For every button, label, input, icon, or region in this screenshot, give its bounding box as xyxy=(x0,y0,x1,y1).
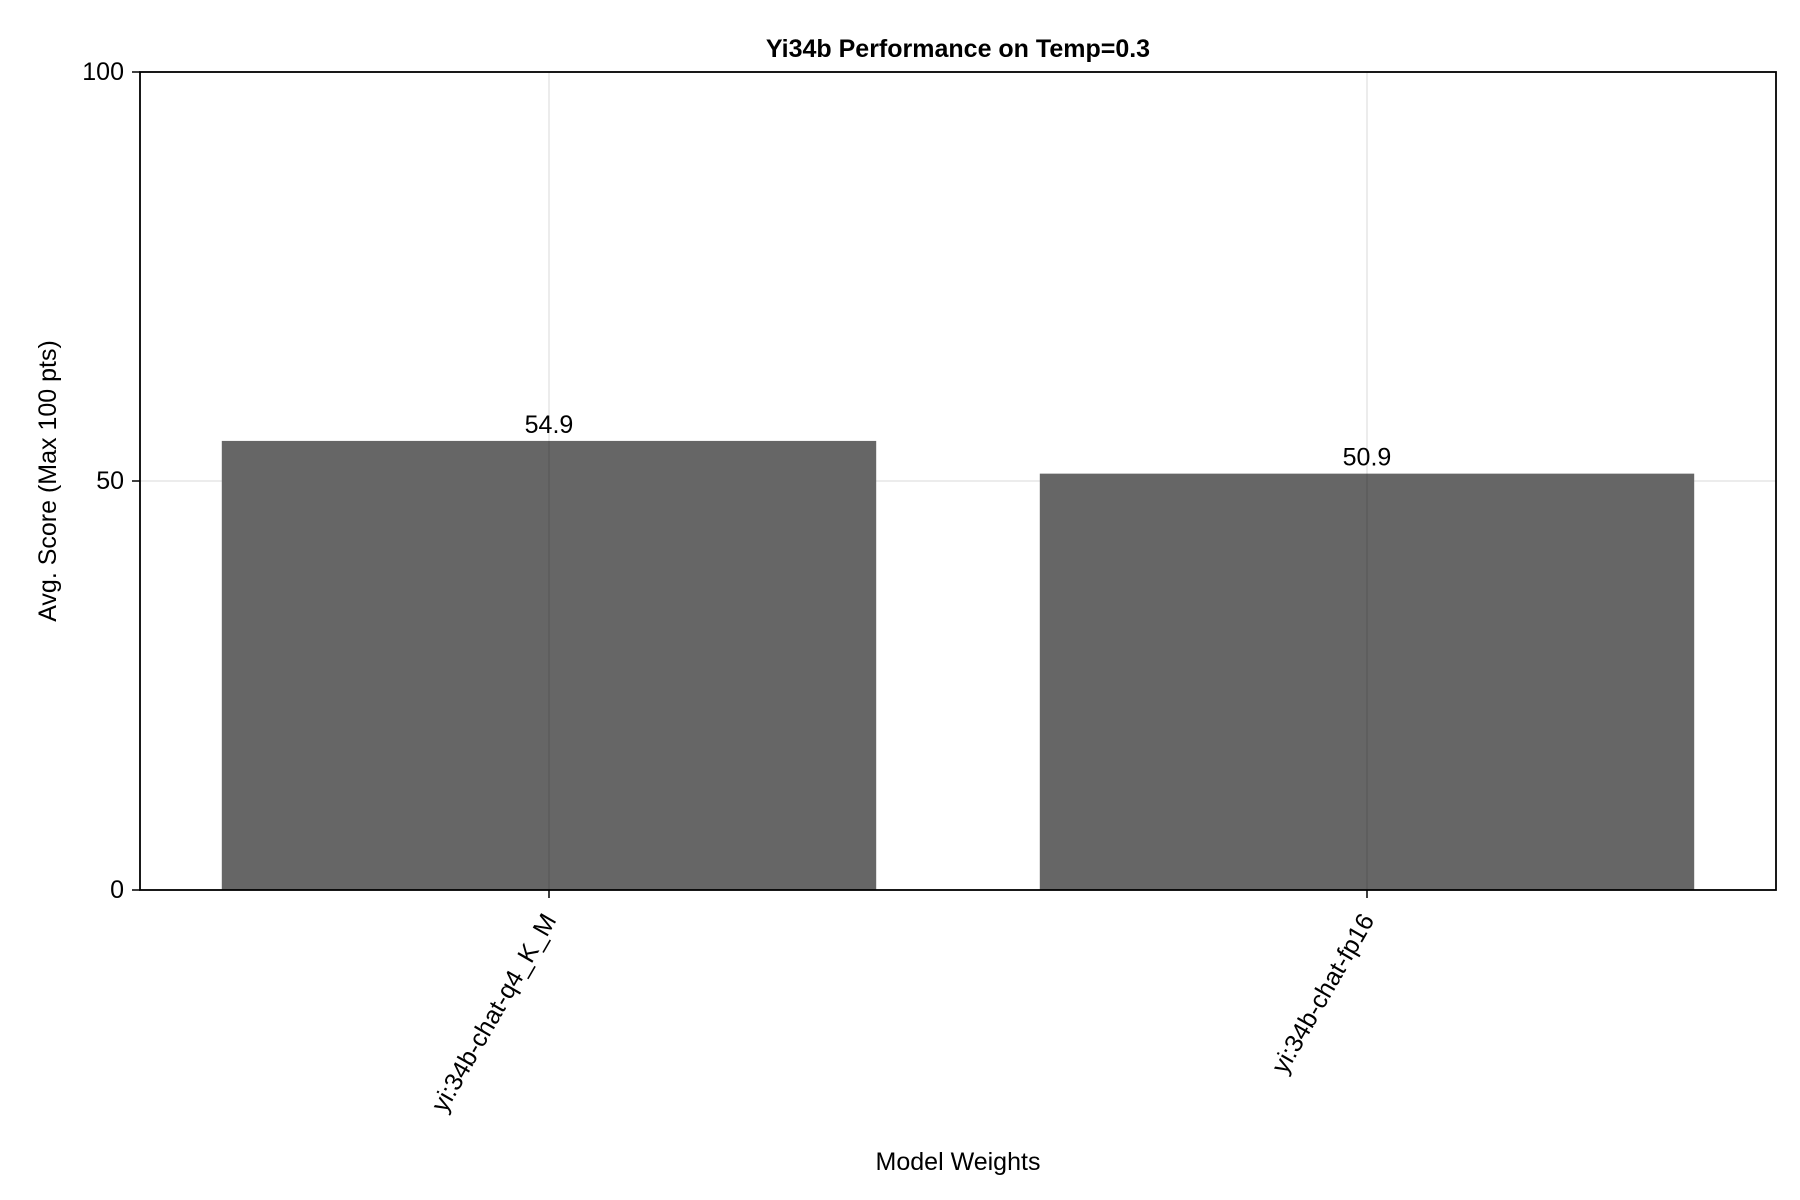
chart-title: Yi34b Performance on Temp=0.3 xyxy=(766,35,1150,63)
y-tick-label: 100 xyxy=(82,58,124,86)
bar xyxy=(1039,473,1695,890)
y-axis-ticks: 0 50 100 xyxy=(82,58,140,904)
bar xyxy=(221,440,877,890)
vertical-gridlines xyxy=(548,72,1368,890)
y-tick-label: 0 xyxy=(110,876,124,904)
data-labels: 54.9 50.9 xyxy=(525,411,1392,472)
bar-value-label: 54.9 xyxy=(525,411,574,439)
bars xyxy=(221,440,1695,890)
x-axis-label: Model Weights xyxy=(876,1148,1041,1176)
y-tick-label: 50 xyxy=(96,467,124,495)
y-axis-label: Avg. Score (Max 100 pts) xyxy=(34,340,62,622)
bar-value-label: 50.9 xyxy=(1343,444,1392,472)
